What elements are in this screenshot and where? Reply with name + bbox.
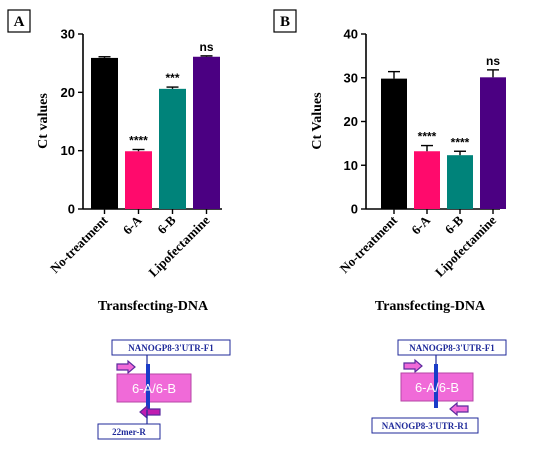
construct-b-label: 6-A/6-B <box>415 380 459 395</box>
bar-6-b <box>447 155 473 209</box>
significance-label: **** <box>451 135 470 149</box>
bar-no-treatment <box>91 57 118 209</box>
construct-a-box <box>116 373 192 403</box>
x-tick-label: 6-A <box>408 212 433 237</box>
x-tick-label: 6-B <box>154 212 179 237</box>
reverse-arrow-b-icon <box>449 401 469 417</box>
y-tick-label: 20 <box>61 85 75 100</box>
significance-label: ns <box>486 54 500 68</box>
construct-a-label: 6-A/6-B <box>132 381 176 396</box>
construct-b-marker <box>434 364 438 408</box>
chart-b: 0 10 20 30 40 No-treatment 6-A **** 6-B **** Lipof… <box>337 27 506 280</box>
forward-primer-b-box <box>397 339 507 356</box>
bar-lipofectamine <box>480 77 506 209</box>
forward-primer-a-label: NANOGP8-3'UTR-F1 <box>128 343 214 353</box>
primer-diagram-a: NANOGP8-3'UTR-F1 6-A/6-B 22mer-R <box>97 339 231 440</box>
panel-a: A 0 10 20 30 No-treatment 6-A **** 6-B *** Lipofe… <box>7 9 222 314</box>
panel-a-letter: A <box>14 14 25 30</box>
reverse-primer-a-box <box>97 423 161 440</box>
y-tick-label: 10 <box>61 143 75 158</box>
x-tick-label: 6-B <box>442 212 467 237</box>
chart-b-ylabel: Ct Values <box>310 92 325 150</box>
reverse-arrow-a-icon <box>139 404 161 420</box>
panel-b-label-box <box>273 9 297 33</box>
y-tick-label: 0 <box>68 202 75 217</box>
reverse-primer-a-label: 22mer-R <box>112 427 146 437</box>
chart-b-xlabel: Transfecting-DNA <box>375 299 486 314</box>
forward-arrow-b-icon <box>403 358 423 374</box>
bar-6-b <box>159 88 186 209</box>
x-tick-label: No-treatment <box>337 212 401 276</box>
forward-primer-a-box <box>111 339 231 356</box>
y-tick-label: 0 <box>351 202 358 217</box>
x-tick-label: 6-A <box>120 212 145 237</box>
bar-6-a <box>125 151 152 209</box>
forward-primer-b-label: NANOGP8-3'UTR-F1 <box>409 343 495 353</box>
chart-a-ylabel: Ct values <box>36 93 51 149</box>
significance-label: **** <box>418 130 437 144</box>
panel-b-letter: B <box>280 14 290 30</box>
panel-a-label-box <box>7 9 31 33</box>
panel-b: B 0 10 20 30 40 No-treatment 6-A **** 6-B **** Lip… <box>273 9 506 314</box>
chart-a: 0 10 20 30 No-treatment 6-A **** 6-B *** Lipofect… <box>47 27 222 280</box>
x-tick-label: Lipofectamine <box>145 212 212 279</box>
y-tick-label: 40 <box>344 27 358 42</box>
y-tick-label: 10 <box>344 158 358 173</box>
y-tick-label: 30 <box>61 27 75 42</box>
significance-label: *** <box>165 71 179 85</box>
y-tick-label: 30 <box>344 70 358 85</box>
chart-a-xlabel: Transfecting-DNA <box>98 299 209 314</box>
bar-lipofectamine <box>193 56 220 209</box>
x-tick-label: Lipofectamine <box>432 212 499 279</box>
significance-label: ns <box>199 40 213 54</box>
x-tick-label: No-treatment <box>47 212 111 276</box>
significance-label: **** <box>129 134 148 148</box>
primer-diagram-b: NANOGP8-3'UTR-F1 6-A/6-B NANOGP8-3'UTR-R… <box>371 339 507 434</box>
bar-6-a <box>414 151 440 209</box>
bar-no-treatment <box>381 78 407 209</box>
construct-a-marker <box>146 364 150 410</box>
reverse-primer-b-box <box>371 417 479 434</box>
forward-arrow-a-icon <box>116 359 136 375</box>
reverse-primer-b-label: NANOGP8-3'UTR-R1 <box>382 421 469 431</box>
y-tick-label: 20 <box>344 114 358 129</box>
